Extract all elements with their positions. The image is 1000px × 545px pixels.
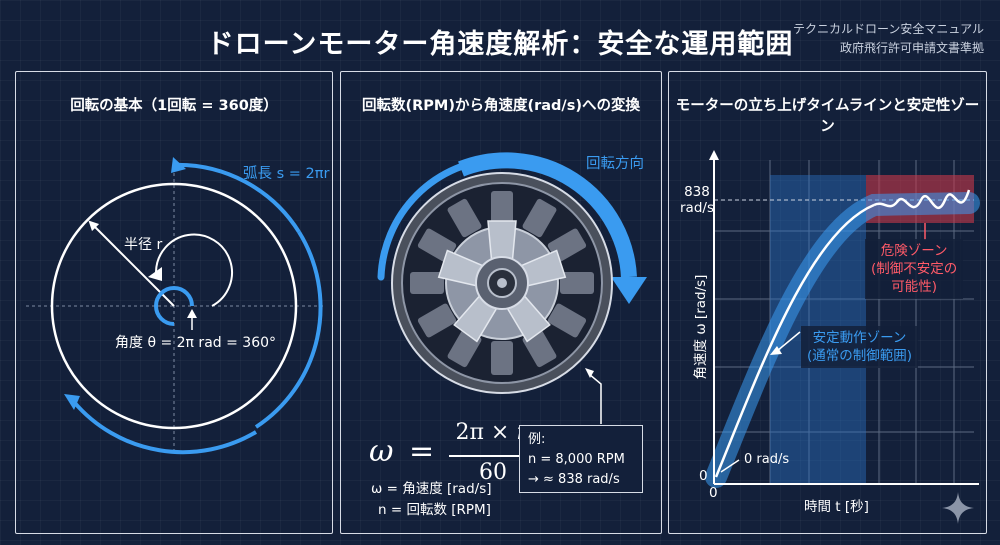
rotation-arrowhead: [611, 277, 647, 304]
start-annotation: 0 rad/s: [744, 452, 790, 467]
speed-curve: [714, 203, 875, 478]
x-tick-0: 0: [709, 485, 718, 501]
manual-name: テクニカルドローン安全マニュアル: [792, 22, 984, 36]
y-tick-838-value: 838: [684, 184, 710, 200]
y-axis-arrow: [709, 150, 719, 160]
document-reference: テクニカルドローン安全マニュアル 政府飛行許可申請文書準拠: [793, 20, 984, 58]
arc-length-path: [254, 230, 323, 429]
danger-zone-sub2: 可能性): [891, 279, 938, 295]
compliance-note: 政府飛行許可申請文書準拠: [839, 41, 984, 55]
arc-arrowhead-top: [171, 157, 186, 173]
angle-arc: [155, 233, 233, 307]
y-tick-838: 838 rad/s: [680, 184, 714, 216]
sparkle-icon: [942, 492, 974, 524]
start-pointer: [720, 459, 740, 473]
panel-rpm-conversion: 回転数(RPM)から角速度(rad/s)への変換: [340, 71, 662, 534]
angle-indicator: [154, 286, 194, 326]
arc-length-arrow-bottom: [72, 400, 258, 455]
panel-title: 回転数(RPM)から角速度(rad/s)への変換: [362, 98, 640, 114]
danger-zone-label: 危険ゾーン (制御不安定の 可能性): [865, 239, 964, 299]
example-pointer-line: [588, 373, 602, 424]
formula-omega: ω: [369, 434, 394, 469]
x-axis-label: 時間 t [秒]: [804, 499, 869, 515]
y-tick-838-unit: rad/s: [680, 200, 714, 216]
example-title: 例:: [528, 432, 546, 447]
y-axis-label: 角速度 ω [rad/s]: [693, 274, 709, 380]
rotation-direction-label: 回転方向: [586, 156, 644, 172]
pointer-head: [187, 309, 197, 318]
arc-length-arrow-top: [172, 162, 301, 234]
angle-arrowhead: [148, 267, 162, 281]
panel-startup-timeline: モーターの立ち上げタイムラインと安定性ゾーン: [668, 71, 987, 534]
legend-omega: ω = 角速度 [rad/s]: [371, 481, 492, 497]
legend-n: n = 回転数 [RPM]: [378, 502, 491, 518]
danger-zone-sub1: (制御不安定の: [871, 261, 958, 277]
panel-rotation-basics: 回転の基本（1回転 = 360度） 弧長 s = 2: [15, 71, 333, 534]
arc-length-label: 弧長 s = 2πr: [243, 166, 330, 182]
panel-title: 回転の基本（1回転 = 360度）: [70, 98, 278, 114]
fraction-bar: [449, 455, 537, 457]
rotation-circle-diagram: [26, 157, 324, 455]
formula-denominator: 60: [479, 460, 507, 485]
formula-equals: =: [409, 434, 435, 469]
rotation-direction-arrow: [458, 152, 637, 278]
stable-zone-sub: (通常の制御範囲): [807, 348, 913, 364]
startup-chart: [705, 150, 980, 488]
rotation-circle: [50, 182, 298, 430]
formula-num-prefix: 2π ×: [455, 420, 517, 445]
example-line1: n = 8,000 RPM: [528, 452, 625, 467]
arc-arrowhead-bottom: [64, 394, 80, 410]
stable-pointer-head: [770, 346, 782, 355]
rotor-hub: [437, 220, 567, 343]
stable-pointer: [776, 331, 801, 352]
danger-zone-name: 危険ゾーン: [880, 243, 948, 259]
stable-zone-name: 安定動作ゾーン: [812, 330, 907, 346]
motor-diagram: [377, 152, 647, 424]
example-pointer-head: [585, 368, 594, 378]
stable-zone-label: 安定動作ゾーン (通常の制御範囲): [801, 326, 919, 368]
example-line2: → ≈ 838 rad/s: [528, 472, 620, 487]
example-box: 例: n = 8,000 RPM → ≈ 838 rad/s: [519, 425, 643, 493]
page-title: ドローンモーター角速度解析：安全な運用範囲: [206, 29, 794, 60]
oscillation-curve: [873, 189, 971, 209]
y-tick-0: 0: [699, 468, 708, 484]
formula-legend: ω = 角速度 [rad/s] n = 回転数 [RPM]: [371, 479, 492, 521]
radius-label: 半径 r: [124, 237, 163, 253]
angle-label: 角度 θ = 2π rad = 360°: [115, 335, 277, 351]
panel-title: モーターの立ち上げタイムラインと安定性ゾーン: [675, 98, 980, 135]
